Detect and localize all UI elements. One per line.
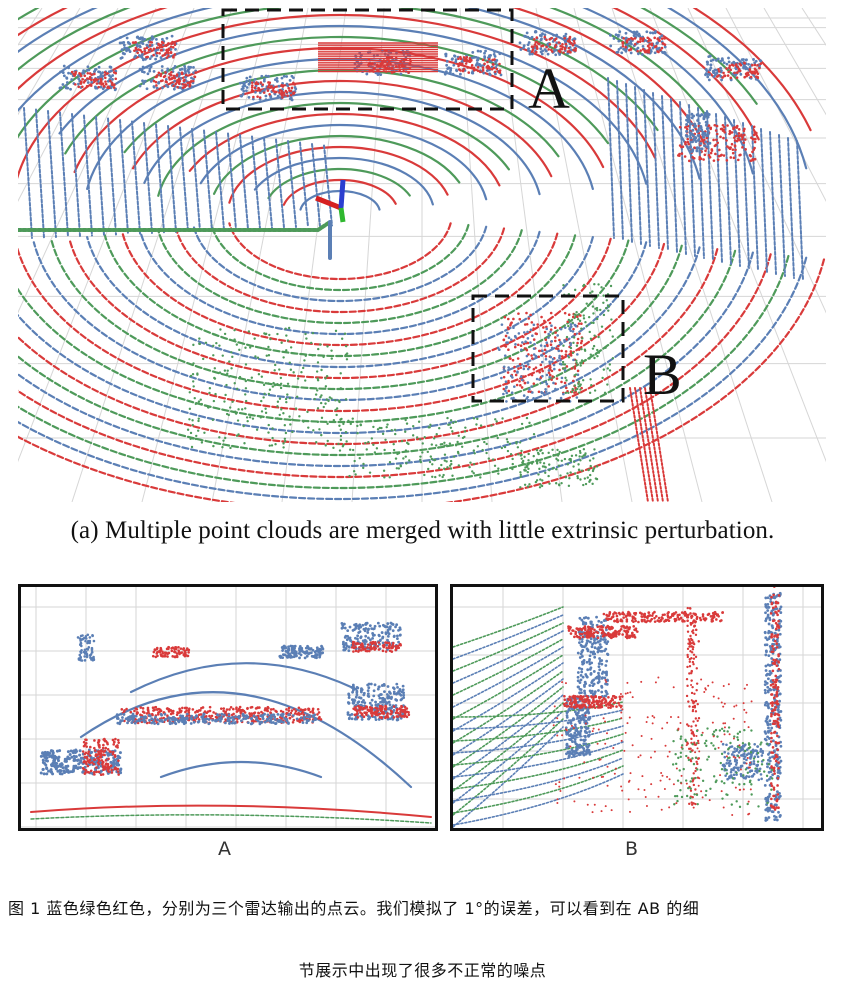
- detail-label-a: A: [218, 838, 231, 860]
- point-cloud-points: [0, 0, 826, 512]
- figure-caption-line-2: 节展示中出现了很多不正常的噪点: [298, 961, 547, 980]
- detail-points-a: [30, 621, 432, 824]
- region-label-b: B: [643, 342, 682, 407]
- figure-caption-line-1: 图 1 蓝色绿色红色，分别为三个雷达输出的点云。我们模拟了 1°的误差，可以看到…: [8, 899, 700, 918]
- detail-render-a: [21, 587, 437, 828]
- coordinate-axes-icon: [315, 179, 346, 223]
- detail-panel-b: [450, 580, 824, 848]
- merged-point-cloud-figure: A B: [0, 0, 845, 521]
- point-cloud-render: A B: [0, 0, 845, 521]
- subfigure-caption: (a) Multiple point clouds are merged wit…: [70, 517, 775, 544]
- detail-label-b: B: [625, 838, 639, 860]
- detail-render-b: [452, 580, 821, 848]
- region-box-a: [221, 8, 514, 111]
- detail-panel-a: [18, 584, 438, 831]
- region-box-b: [471, 294, 625, 403]
- region-label-a: A: [528, 56, 570, 121]
- detail-points-b: [452, 580, 783, 828]
